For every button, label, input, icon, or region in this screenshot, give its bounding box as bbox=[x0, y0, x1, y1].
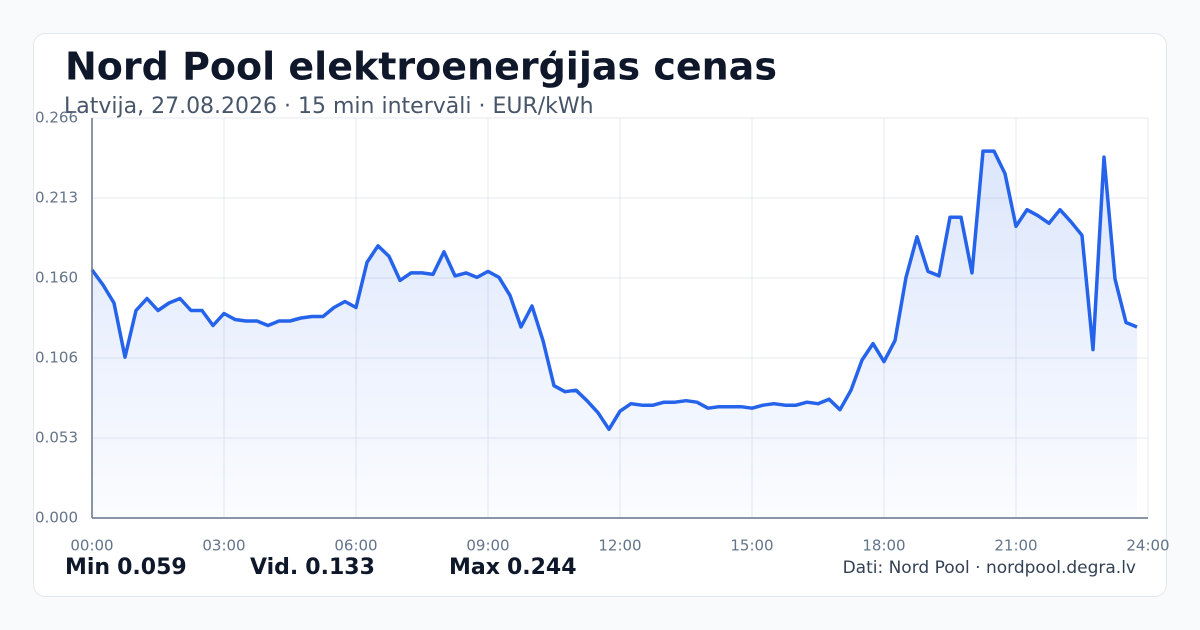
y-tick-label: 0.000 bbox=[35, 509, 78, 527]
axes: 0.000 0.053 0.106 0.160 0.213 0.266 00:00 03:00… bbox=[35, 109, 1170, 555]
stat: Max 0.244 bbox=[449, 555, 577, 580]
y-tick-label: 0.213 bbox=[35, 189, 78, 207]
stat-value: 0.244 bbox=[507, 555, 577, 580]
y-tick-label: 0.053 bbox=[35, 429, 78, 447]
chart-subtitle: Latvija, 27.08.2026 · 15 min intervāli ·… bbox=[64, 94, 594, 119]
x-tick-label: 24:00 bbox=[1126, 537, 1169, 555]
price-area bbox=[92, 151, 1137, 518]
y-tick-label: 0.160 bbox=[35, 269, 78, 287]
stat-label: Vid. bbox=[250, 555, 298, 580]
x-tick-label: 06:00 bbox=[334, 537, 377, 555]
y-tick-label: 0.266 bbox=[35, 109, 78, 127]
stat-value: 0.059 bbox=[117, 555, 187, 580]
stat-value: 0.133 bbox=[305, 555, 375, 580]
price-line bbox=[90, 149, 1138, 432]
x-tick-label: 12:00 bbox=[598, 537, 641, 555]
stat-label: Min bbox=[65, 555, 110, 580]
stat-label: Max bbox=[449, 555, 500, 580]
x-tick-label: 03:00 bbox=[202, 537, 245, 555]
chart-title: Nord Pool elektroenerģijas cenas bbox=[65, 45, 777, 89]
y-tick-label: 0.106 bbox=[35, 349, 78, 367]
x-tick-label: 18:00 bbox=[862, 537, 905, 555]
x-tick-label: 00:00 bbox=[70, 537, 113, 555]
stat: Vid. 0.133 bbox=[250, 555, 375, 580]
stat: Min 0.059 bbox=[65, 555, 187, 580]
x-tick-label: 09:00 bbox=[466, 537, 509, 555]
x-tick-label: 21:00 bbox=[994, 537, 1037, 555]
x-tick-label: 15:00 bbox=[730, 537, 773, 555]
source: Dati: Nord Pool · nordpool.degra.lv bbox=[843, 558, 1136, 578]
plot bbox=[90, 149, 1138, 518]
